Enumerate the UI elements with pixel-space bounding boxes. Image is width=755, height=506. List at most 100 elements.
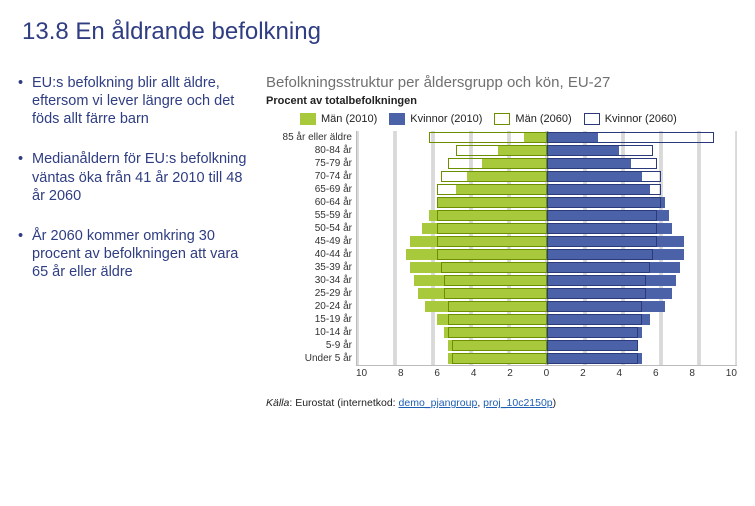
source-suffix: ) xyxy=(553,397,557,409)
pyramid-row-women xyxy=(547,183,737,196)
bullet-item: EU:s befolkning blir allt äldre, efterso… xyxy=(18,74,248,128)
age-label: 80-84 år xyxy=(266,144,352,157)
pyramid-row-women xyxy=(547,144,737,157)
pyramid-row-men xyxy=(357,209,547,222)
age-label: 40-44 år xyxy=(266,248,352,261)
bar-men-2060 xyxy=(437,236,547,247)
bar-women-2060 xyxy=(547,171,661,182)
age-label: 5-9 år xyxy=(266,339,352,352)
pyramid-row-women xyxy=(547,235,737,248)
pyramid-row-women xyxy=(547,287,737,300)
pyramid-row-men xyxy=(357,222,547,235)
legend-swatch xyxy=(389,113,405,125)
chart-area: 85 år eller äldre80-84 år75-79 år70-74 å… xyxy=(266,131,737,366)
pyramid-row-men xyxy=(357,300,547,313)
age-label: 75-79 år xyxy=(266,157,352,170)
bar-women-2060 xyxy=(547,340,638,351)
bar-men-2060 xyxy=(448,158,547,169)
age-label: 20-24 år xyxy=(266,300,352,313)
x-tick: 6 xyxy=(434,368,440,379)
bar-men-2060 xyxy=(441,171,547,182)
age-label: 85 år eller äldre xyxy=(266,131,352,144)
bar-men-2060 xyxy=(437,184,547,195)
age-label: 15-19 år xyxy=(266,313,352,326)
source-prefix: Källa xyxy=(266,397,289,409)
bar-women-2060 xyxy=(547,184,661,195)
bullet-list: EU:s befolkning blir allt äldre, efterso… xyxy=(18,74,248,281)
pyramid-row-women xyxy=(547,209,737,222)
legend-label: Kvinnor (2060) xyxy=(605,113,677,125)
chart-title: Befolkningsstruktur per åldersgrupp och … xyxy=(266,74,737,91)
pyramid-row-men xyxy=(357,274,547,287)
legend-swatch xyxy=(300,113,316,125)
slide: 13.8 En åldrande befolkning EU:s befolkn… xyxy=(0,0,755,506)
x-tick: 4 xyxy=(617,368,623,379)
age-label: 30-34 år xyxy=(266,274,352,287)
source-line: Källa: Eurostat (internetkod: demo_pjang… xyxy=(266,397,737,409)
pyramid-row-men xyxy=(357,352,547,365)
legend-item: Kvinnor (2010) xyxy=(389,113,482,125)
age-label: 60-64 år xyxy=(266,196,352,209)
chart-subtitle: Procent av totalbefolkningen xyxy=(266,95,737,107)
bar-women-2060 xyxy=(547,288,646,299)
chart-legend: Män (2010) Kvinnor (2010) Män (2060) Kvinno… xyxy=(300,113,737,125)
pyramid-row-women xyxy=(547,157,737,170)
age-label: 45-49 år xyxy=(266,235,352,248)
bar-men-2060 xyxy=(448,301,547,312)
x-tick: 8 xyxy=(398,368,404,379)
women-half xyxy=(547,131,737,365)
bar-women-2060 xyxy=(547,210,657,221)
x-ticks: 1086420246810 xyxy=(356,368,737,379)
source-link-1[interactable]: demo_pjangroup xyxy=(399,397,478,409)
bar-women-2060 xyxy=(547,249,653,260)
pyramid-row-women xyxy=(547,313,737,326)
pyramid-row-women xyxy=(547,274,737,287)
legend-item: Kvinnor (2060) xyxy=(584,113,677,125)
chart-column: Befolkningsstruktur per åldersgrupp och … xyxy=(266,74,737,409)
pyramid-row-men xyxy=(357,326,547,339)
source-text: Eurostat (internetkod: xyxy=(295,397,398,409)
x-tick: 4 xyxy=(471,368,477,379)
source-link-2[interactable]: proj_10c2150p xyxy=(483,397,552,409)
legend-label: Män (2060) xyxy=(515,113,571,125)
pyramid-row-women xyxy=(547,300,737,313)
bar-women-2060 xyxy=(547,314,642,325)
bar-women-2060 xyxy=(547,275,646,286)
legend-item: Män (2060) xyxy=(494,113,571,125)
bar-women-2060 xyxy=(547,223,657,234)
legend-item: Män (2010) xyxy=(300,113,377,125)
title-text: En åldrande befolkning xyxy=(75,18,321,45)
bar-men-2060 xyxy=(437,249,547,260)
men-half xyxy=(357,131,547,365)
age-label: 25-29 år xyxy=(266,287,352,300)
bar-men-2060 xyxy=(444,275,547,286)
x-tick: 6 xyxy=(653,368,659,379)
bar-women-2060 xyxy=(547,327,638,338)
pyramid-row-women xyxy=(547,170,737,183)
pyramid-row-men xyxy=(357,339,547,352)
age-label: Under 5 år xyxy=(266,352,352,365)
bar-women-2060 xyxy=(547,132,714,143)
bar-men-2060 xyxy=(437,210,547,221)
x-tick: 2 xyxy=(580,368,586,379)
age-label: 50-54 år xyxy=(266,222,352,235)
x-axis: 1086420246810 xyxy=(266,368,737,379)
pyramid-row-men xyxy=(357,131,547,144)
pyramid-row-women xyxy=(547,261,737,274)
legend-label: Män (2010) xyxy=(321,113,377,125)
age-label: 55-59 år xyxy=(266,209,352,222)
pyramid-row-women xyxy=(547,196,737,209)
bar-women-2060 xyxy=(547,197,661,208)
legend-swatch xyxy=(494,113,510,125)
x-tick: 8 xyxy=(689,368,695,379)
bar-women-2060 xyxy=(547,301,642,312)
bar-men-2060 xyxy=(452,340,547,351)
title-number: 13.8 xyxy=(22,18,69,45)
pyramid-row-men xyxy=(357,248,547,261)
bar-men-2060 xyxy=(429,132,547,143)
y-axis-labels: 85 år eller äldre80-84 år75-79 år70-74 å… xyxy=(266,131,356,366)
pyramid-row-women xyxy=(547,248,737,261)
pyramid-row-women xyxy=(547,131,737,144)
pyramid-row-women xyxy=(547,222,737,235)
legend-swatch xyxy=(584,113,600,125)
